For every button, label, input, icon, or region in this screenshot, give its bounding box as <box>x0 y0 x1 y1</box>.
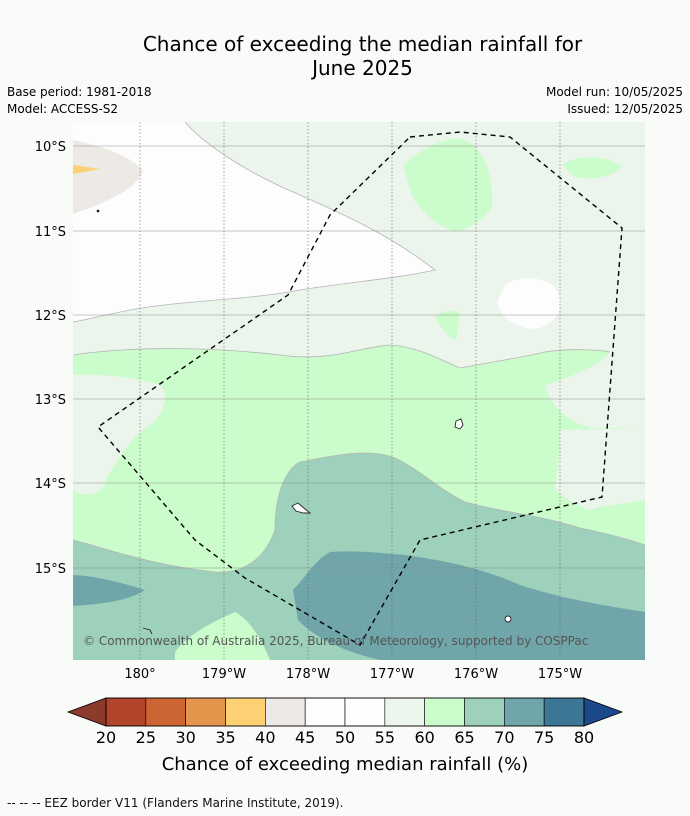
lat-label-13s: 13°S <box>35 393 66 408</box>
lon-label-179w: 179°W <box>202 667 246 682</box>
islands <box>96 209 512 635</box>
graticule <box>73 145 645 569</box>
island-2 <box>291 502 312 514</box>
island-3 <box>504 615 512 623</box>
colorbar-cell <box>185 697 226 727</box>
latitude-labels: 10°S 11°S 12°S 13°S 14°S 15°S <box>35 140 66 577</box>
colorbar-cell <box>145 697 186 727</box>
island-5 <box>96 209 100 213</box>
copyright-text: © Commonwealth of Australia 2025, Bureau… <box>83 634 588 648</box>
lon-label-176w: 176°W <box>454 667 498 682</box>
lat-label-11s: 11°S <box>35 225 66 240</box>
lat-label-14s: 14°S <box>35 477 66 492</box>
colorbar-cell <box>464 697 505 727</box>
region-55-60-east <box>555 428 645 510</box>
colorbar-tick-label: 25 <box>136 728 156 747</box>
colorbar-tick-label: 80 <box>574 728 594 747</box>
colorbar-tick-label: 65 <box>454 728 474 747</box>
colorbar-tick-label: 75 <box>534 728 554 747</box>
colorbar-tick-label: 55 <box>375 728 395 747</box>
colorbar-tick-label: 35 <box>215 728 235 747</box>
colorbar: 20 25 30 35 40 45 50 55 60 65 70 75 80 Chance of exc… <box>66 697 624 775</box>
region-45-55-east <box>497 278 561 329</box>
colorbar-tick-label: 50 <box>335 728 355 747</box>
title-line-2: June 2025 <box>312 56 413 80</box>
eez-border <box>96 131 623 646</box>
colorbar-cell <box>304 697 346 727</box>
lat-label-12s: 12°S <box>35 309 66 324</box>
colorbar-cell <box>265 697 306 727</box>
colorbar-cell <box>384 697 425 727</box>
model-run: Model run: 10/05/2025 <box>545 85 683 99</box>
region-60-65-small <box>435 310 460 340</box>
colorbar-tick-label: 20 <box>96 728 116 747</box>
region-45-55-north <box>73 122 435 322</box>
colorbar-extend-high <box>583 697 624 727</box>
longitude-labels: 180° 179°W 178°W 177°W 176°W 175°W <box>124 667 582 682</box>
lon-label-180: 180° <box>124 667 155 682</box>
lon-label-177w: 177°W <box>370 667 414 682</box>
colorbar-cell <box>424 697 465 727</box>
colorbar-tick-label: 40 <box>255 728 275 747</box>
base-period: Base period: 1981-2018 <box>7 85 152 99</box>
region-70-75-west <box>73 575 145 606</box>
colorbar-cell <box>225 697 266 727</box>
colorbar-cell <box>344 697 386 727</box>
colorbar-extend-low <box>66 697 107 727</box>
colorbar-cell <box>543 697 585 727</box>
title-line-1: Chance of exceeding the median rainfall … <box>142 32 583 56</box>
region-40-45 <box>73 140 143 214</box>
region-60-65-northeast <box>562 157 622 179</box>
meta-right: Model run: 10/05/2025 Issued: 12/05/2025 <box>546 84 683 118</box>
region-60-65-north <box>403 139 493 232</box>
colorbar-tick-label: 30 <box>175 728 195 747</box>
region-35-40 <box>73 165 100 174</box>
colorbar-tick-label: 70 <box>494 728 514 747</box>
region-60-65-bottom <box>175 612 270 660</box>
colorbar-cell <box>504 697 545 727</box>
meta-left: Base period: 1981-2018 Model: ACCESS-S2 <box>7 84 152 118</box>
colorbar-outline <box>105 697 585 727</box>
region-70-75-south <box>293 551 645 660</box>
lon-label-178w: 178°W <box>286 667 330 682</box>
island-1 <box>454 418 464 430</box>
lat-label-15s: 15°S <box>35 562 66 577</box>
eez-footnote: -- -- -- EEZ border V11 (Flanders Marine… <box>7 796 344 810</box>
colorbar-cell <box>105 697 147 727</box>
island-4 <box>142 627 153 635</box>
contour-lines <box>73 122 645 573</box>
issued-date: Issued: 12/05/2025 <box>567 102 683 116</box>
graticule-meridians <box>139 122 561 660</box>
colorbar-tick-labels: 20 25 30 35 40 45 50 55 60 65 70 75 80 <box>96 728 594 747</box>
lat-label-10s: 10°S <box>35 140 66 155</box>
map-title: Chance of exceeding the median rainfall … <box>0 32 690 80</box>
rainfall-map: © Commonwealth of Australia 2025, Bureau… <box>73 122 645 660</box>
colorbar-tick-label: 45 <box>295 728 315 747</box>
region-55-60-west <box>73 374 166 495</box>
model-name: Model: ACCESS-S2 <box>7 102 119 116</box>
colorbar-cells <box>105 697 585 727</box>
lon-label-175w: 175°W <box>538 667 582 682</box>
colorbar-title: Chance of exceeding median rainfall (%) <box>162 754 529 775</box>
colorbar-tick-label: 60 <box>414 728 434 747</box>
